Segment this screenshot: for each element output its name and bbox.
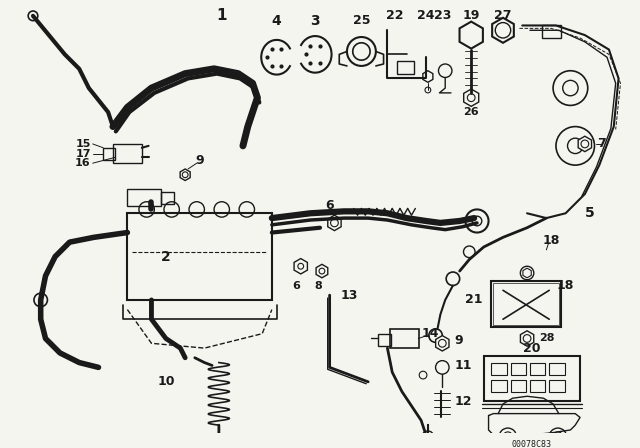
Bar <box>549 362 564 375</box>
Text: 27: 27 <box>494 9 512 22</box>
Text: 22: 22 <box>387 9 404 22</box>
Text: 9: 9 <box>455 334 463 347</box>
Text: 12: 12 <box>455 395 472 408</box>
Polygon shape <box>460 22 483 48</box>
Text: 18: 18 <box>543 234 560 247</box>
Polygon shape <box>523 268 531 278</box>
Bar <box>530 362 545 375</box>
Polygon shape <box>492 18 514 43</box>
Bar <box>511 362 526 375</box>
Bar <box>390 329 419 348</box>
Bar <box>493 283 559 325</box>
Bar <box>378 334 391 346</box>
Text: 3: 3 <box>310 13 320 28</box>
Polygon shape <box>464 89 479 106</box>
Text: 1: 1 <box>216 9 227 23</box>
Text: 00078C83: 00078C83 <box>512 440 552 448</box>
Bar <box>161 192 173 204</box>
Polygon shape <box>180 169 190 181</box>
Bar <box>541 26 561 38</box>
Bar <box>484 356 580 401</box>
Text: 26: 26 <box>463 107 479 117</box>
Text: 13: 13 <box>340 289 358 302</box>
Text: 16: 16 <box>75 158 91 168</box>
Text: 15: 15 <box>76 139 91 149</box>
Text: 21: 21 <box>465 293 483 306</box>
Text: 10: 10 <box>157 375 175 388</box>
Text: 2: 2 <box>161 250 171 263</box>
Text: 18: 18 <box>557 279 574 292</box>
Text: 14: 14 <box>421 327 438 340</box>
Polygon shape <box>520 331 534 346</box>
Bar <box>127 213 272 300</box>
Bar <box>549 380 564 392</box>
Text: 7: 7 <box>597 138 606 151</box>
Polygon shape <box>294 258 307 274</box>
Text: 9: 9 <box>195 154 204 167</box>
Text: 4: 4 <box>272 13 282 28</box>
Bar <box>397 61 414 73</box>
Text: 6: 6 <box>292 280 300 290</box>
Polygon shape <box>328 215 341 231</box>
Bar <box>492 380 507 392</box>
Text: 25: 25 <box>353 14 370 27</box>
Polygon shape <box>578 136 591 151</box>
Text: 17: 17 <box>76 149 91 159</box>
Bar <box>127 189 161 206</box>
Text: 11: 11 <box>455 359 472 372</box>
Polygon shape <box>316 264 328 278</box>
Bar <box>530 380 545 392</box>
Bar <box>103 148 115 160</box>
Text: 28: 28 <box>540 333 555 344</box>
Polygon shape <box>423 71 433 82</box>
Bar <box>492 362 507 375</box>
Bar <box>492 281 561 327</box>
Text: 24: 24 <box>417 9 435 22</box>
Text: 20: 20 <box>523 342 541 355</box>
Text: 6: 6 <box>325 199 334 212</box>
Polygon shape <box>436 336 449 351</box>
Text: 8: 8 <box>314 280 322 290</box>
Text: 5: 5 <box>585 206 595 220</box>
Bar <box>511 380 526 392</box>
Text: 19: 19 <box>463 9 480 22</box>
Bar <box>113 144 142 163</box>
Text: 23: 23 <box>434 9 451 22</box>
